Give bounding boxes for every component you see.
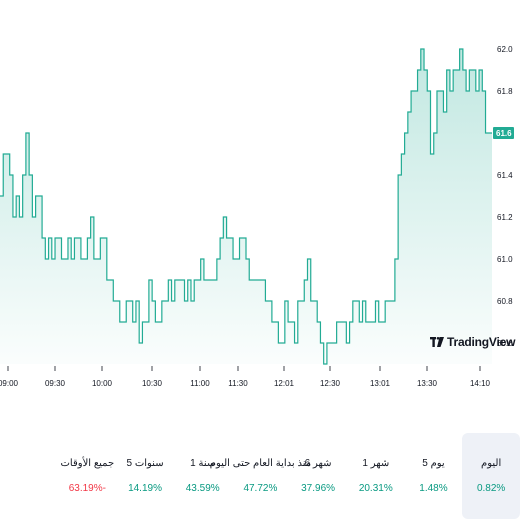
period-tab-2[interactable]: 1 شهر 20.31% — [347, 433, 405, 519]
price-tick-label: 61.0 — [497, 255, 513, 264]
time-tick-label: 12:30 — [320, 379, 341, 388]
period-label: اليوم — [481, 458, 502, 469]
period-change-value: 14.19% — [128, 483, 162, 494]
tradingview-logo-text: TradingView — [447, 335, 516, 349]
price-area-fill — [0, 49, 492, 364]
time-tick-label: 10:00 — [92, 379, 113, 388]
time-axis[interactable]: 09:00 09:30 10:00 10:30 11:00 11:30 12:01 12:30… — [0, 366, 491, 388]
tradingview-logo[interactable]: TradingView — [430, 335, 515, 349]
period-label: 1 سنة — [190, 458, 216, 469]
price-tick-label: 60.8 — [497, 297, 513, 306]
price-chart[interactable]: 62.061.861.661.461.261.060.860.661.6 09:… — [0, 0, 520, 400]
period-tab-3[interactable]: 6 شهر 37.96% — [289, 433, 347, 519]
time-tick-label: 10:30 — [142, 379, 163, 388]
time-tick-label: 09:30 — [45, 379, 66, 388]
period-change-value: 1.48% — [419, 483, 448, 494]
period-change-value: 43.59% — [185, 483, 220, 494]
last-price-label: 61.6 — [496, 129, 512, 138]
period-label: 5 يوم — [422, 458, 445, 469]
time-tick-label: 14:10 — [470, 379, 491, 388]
period-change-value: 47.72% — [243, 483, 278, 494]
price-line — [0, 48, 492, 365]
last-price-badge — [493, 127, 514, 139]
period-label: 1 شهر — [362, 458, 390, 469]
price-tick-label: 61.8 — [497, 87, 513, 96]
price-tick-label: 61.4 — [497, 171, 513, 180]
plot-area — [0, 48, 492, 365]
period-tab-6[interactable]: 5 سنوات 14.19% — [116, 433, 174, 519]
time-tick-label: 13:30 — [417, 379, 438, 388]
price-axis[interactable]: 62.061.861.661.461.261.060.860.661.6 — [493, 45, 514, 348]
time-tick-label: 12:01 — [274, 379, 295, 388]
period-change-value: 37.96% — [301, 483, 336, 494]
period-label: جميع الأوقات — [60, 458, 115, 469]
price-tick-label: 61.2 — [497, 213, 513, 222]
period-label: 6 شهر — [304, 458, 332, 469]
period-tab-7[interactable]: جميع الأوقات 63.19%- — [59, 433, 117, 519]
period-tab-5[interactable]: 1 سنة 43.59% — [174, 433, 232, 519]
period-tab-0[interactable]: اليوم 0.82% — [462, 433, 520, 519]
time-tick-label: 11:30 — [228, 379, 248, 388]
performance-periods: اليوم 0.82% 5 يوم 1.48% 1 شهر 20.31% 6 شهر 37.9… — [0, 433, 520, 519]
price-tick-label: 62.0 — [497, 45, 513, 54]
period-label: منذ بداية العام حتى اليوم — [209, 458, 312, 469]
price-tick-label: 60.6 — [497, 339, 513, 348]
period-tab-4[interactable]: منذ بداية العام حتى اليوم 47.72% — [210, 433, 311, 519]
period-change-value: 0.82% — [476, 483, 506, 494]
period-change-value: 63.19%- — [68, 483, 106, 494]
tradingview-logo-icon — [430, 337, 444, 347]
time-tick-label: 09:00 — [0, 379, 19, 388]
time-tick-label: 13:01 — [370, 379, 391, 388]
period-tab-1[interactable]: 5 يوم 1.48% — [405, 433, 463, 519]
period-change-value: 20.31% — [358, 483, 393, 494]
time-tick-label: 11:00 — [190, 379, 210, 388]
period-label: 5 سنوات — [126, 458, 164, 469]
